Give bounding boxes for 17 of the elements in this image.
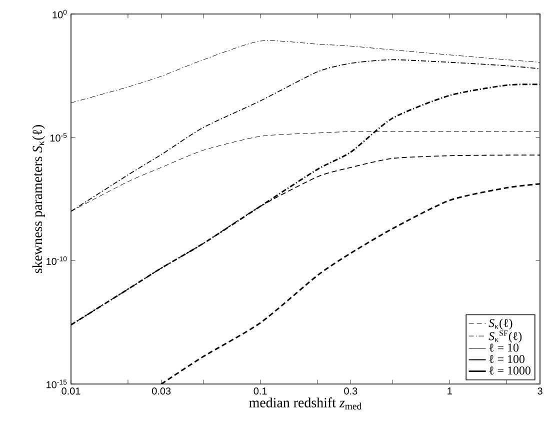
y-axis-title: skewness parameters S$_{κ}$(ℓ) <box>32 125 45 274</box>
y-tick-label: 10$^{0}$ <box>52 10 67 18</box>
x-tick-label: 0.03 <box>152 388 171 395</box>
y-tick-label: 10$^{-15}$ <box>46 380 67 388</box>
x-axis-title: median redshift z$_{med}$ <box>249 397 362 410</box>
x-tick-label: 0.01 <box>62 388 80 395</box>
x-tick-label: 0.3 <box>344 388 358 395</box>
legend-label: ℓ = 10 <box>489 344 519 352</box>
legend-label: S$_{κ}$$^{SF}$(ℓ) <box>488 330 522 343</box>
x-tick-label: 3 <box>538 388 542 395</box>
x-tick-label: 1 <box>448 388 452 394</box>
legend-label: ℓ = 1000 <box>489 366 530 375</box>
x-tick-label: 0.1 <box>254 388 267 395</box>
y-tick-label: 10$^{-5}$ <box>50 133 67 142</box>
y-tick-label: 10$^{-10}$ <box>46 256 67 265</box>
legend-label: ℓ = 100 <box>489 355 524 364</box>
legend-label: S$_{κ}$(ℓ) <box>488 318 512 330</box>
